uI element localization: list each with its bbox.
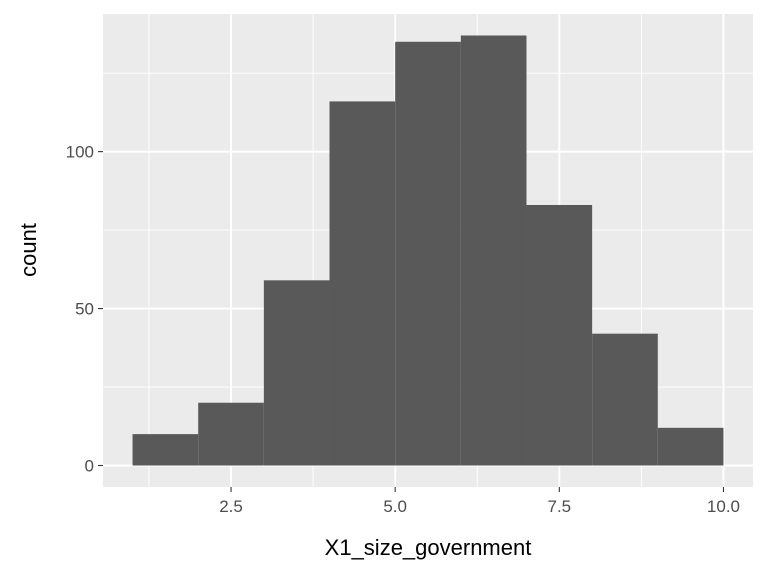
histogram-bar [460, 35, 527, 466]
x-axis-ticks: 2.5 5.0 7.5 10.0 [219, 487, 740, 516]
histogram-bar [395, 41, 461, 466]
histogram-bar [526, 204, 593, 466]
y-tick-label: 100 [66, 143, 94, 162]
histogram-bar [329, 101, 396, 466]
y-tick-label: 50 [75, 300, 94, 319]
histogram-bars [132, 35, 724, 466]
y-axis-ticks: 0 50 100 [66, 143, 103, 476]
x-tick-label: 10.0 [707, 497, 740, 516]
histogram-bar [592, 333, 658, 466]
histogram-bar [198, 402, 264, 466]
x-tick-label: 2.5 [219, 497, 243, 516]
histogram-bar [263, 280, 330, 466]
y-tick-label: 0 [85, 457, 94, 476]
x-axis-title: X1_size_government [325, 535, 532, 560]
x-tick-label: 5.0 [383, 497, 407, 516]
x-tick-label: 7.5 [547, 497, 571, 516]
histogram-bar [657, 427, 724, 466]
histogram-bar [132, 434, 199, 466]
y-axis-title: count [16, 223, 41, 277]
